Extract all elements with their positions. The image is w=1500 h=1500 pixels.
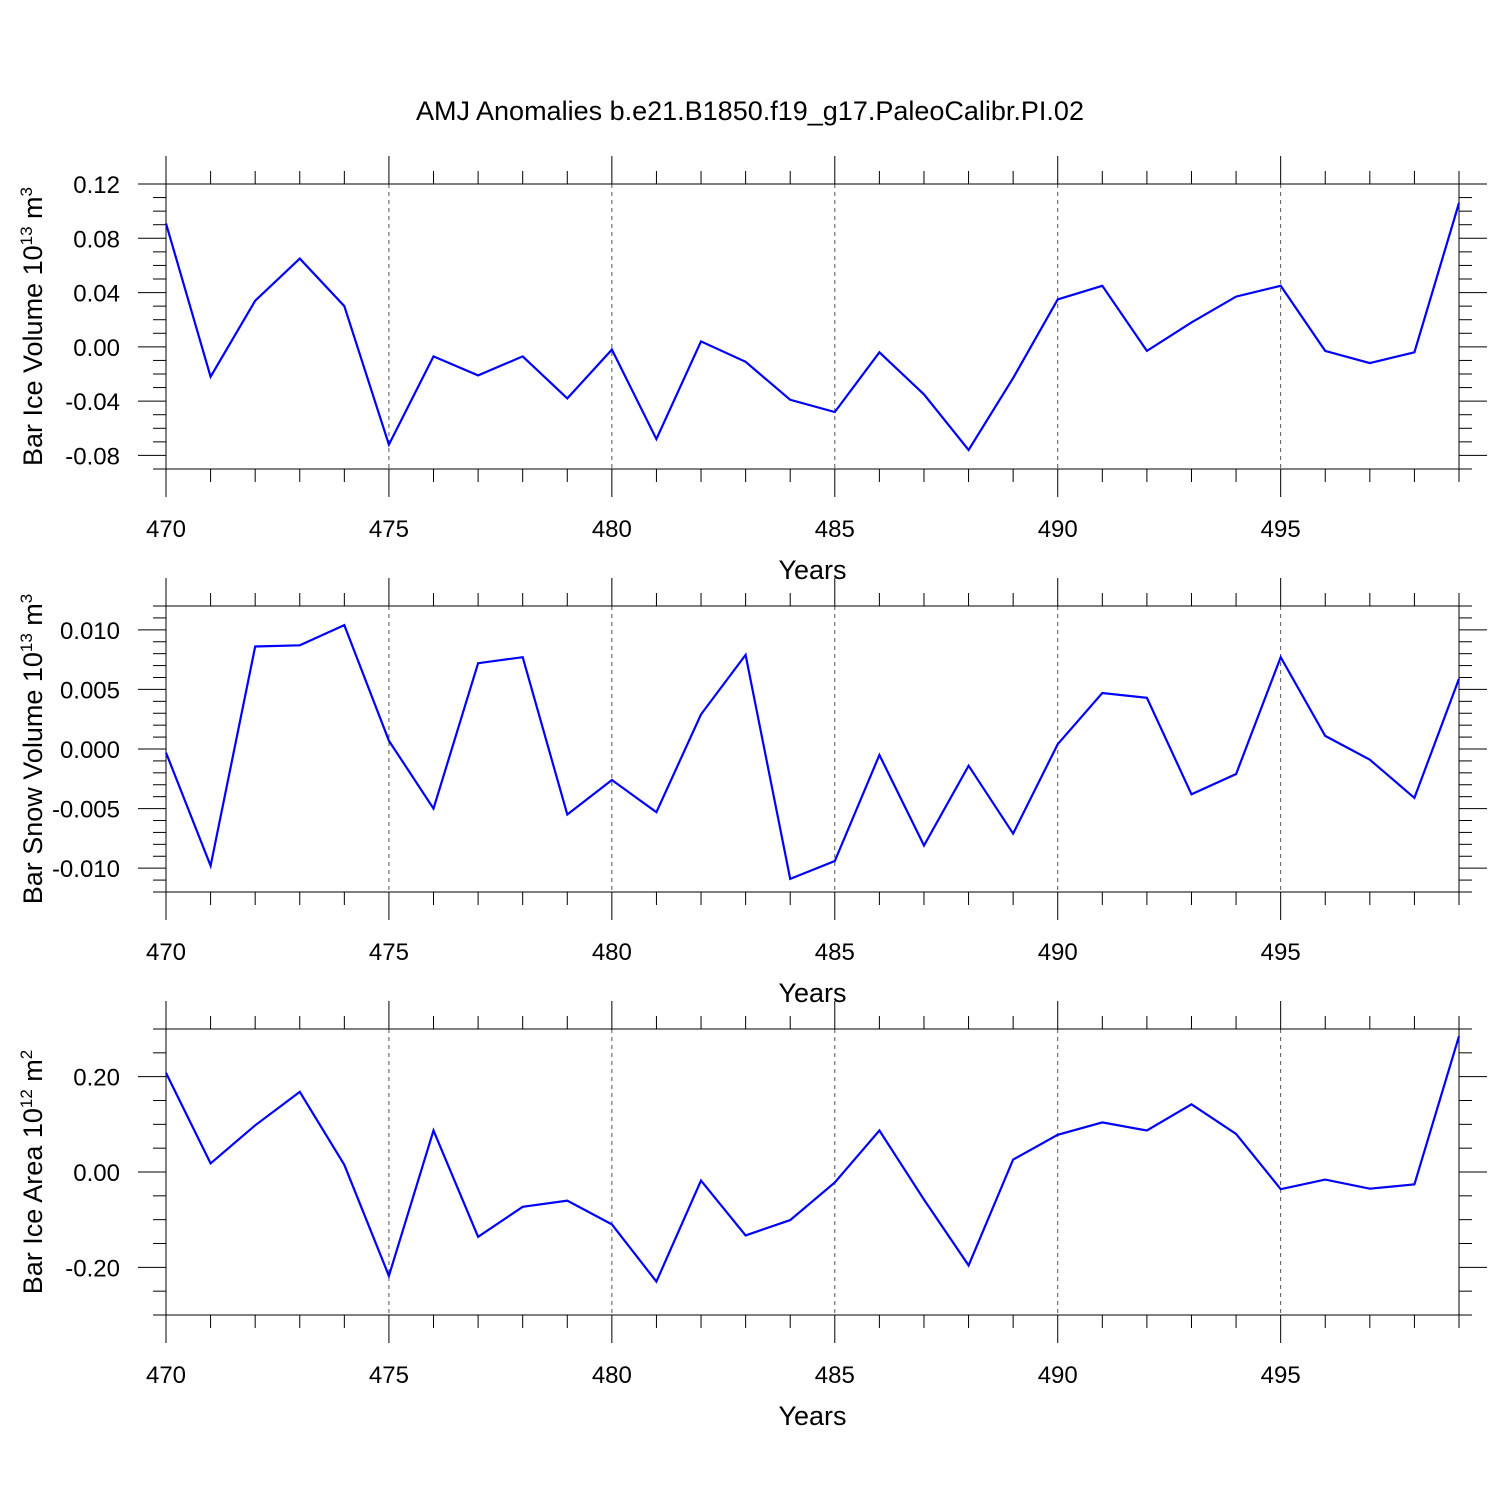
plot-frame: [165, 183, 1460, 470]
y-axis-label-superscript: 3: [17, 594, 36, 603]
series-line: [164, 202, 1461, 452]
series-line: [165, 1035, 1461, 1284]
x-tick-label: 470: [146, 1362, 186, 1389]
y-axis-label-superscript: 12: [17, 1089, 36, 1108]
x-tick-label: 480: [592, 1362, 632, 1389]
y-tick-label: -0.08: [65, 443, 120, 470]
x-tick-label: 495: [1261, 516, 1301, 543]
x-axis-label: Years: [778, 978, 846, 1008]
x-tick-label: 470: [146, 939, 186, 966]
x-tick-label: 475: [369, 516, 409, 543]
x-axis-label: Years: [778, 555, 846, 585]
y-axis-label-superscript: 13: [17, 633, 36, 652]
y-tick-label: 0.000: [60, 737, 120, 764]
x-tick-label: 470: [146, 516, 186, 543]
y-tick-label: 0.010: [60, 618, 120, 645]
y-axis-label-part: m: [18, 1059, 48, 1089]
y-tick-label: 0.005: [60, 677, 120, 704]
x-tick-label: 485: [815, 939, 855, 966]
y-tick-label: -0.010: [52, 856, 120, 883]
y-tick-label: -0.04: [65, 389, 120, 416]
x-tick-label: 495: [1261, 939, 1301, 966]
x-tick-label: 480: [592, 516, 632, 543]
y-axis-label-part: Bar Ice Area 10: [18, 1108, 48, 1294]
y-axis-label: Bar Ice Volume 1013 m3: [17, 187, 48, 466]
y-axis-label: Bar Ice Area 1012 m2: [17, 1050, 48, 1295]
y-axis-label-superscript: 2: [17, 1050, 36, 1059]
y-tick-label: 0.08: [73, 226, 120, 253]
y-axis-label: Bar Snow Volume 1013 m3: [17, 594, 48, 905]
x-tick-label: 495: [1261, 1362, 1301, 1389]
x-tick-label: 490: [1038, 939, 1078, 966]
plot-frame: [165, 605, 1460, 893]
y-tick-label: 0.00: [73, 1160, 120, 1187]
y-tick-label: 0.12: [73, 172, 120, 199]
chart-panel-1: 470 475 480 485 490 495 -0.08 -0.04 0.00 0.04 0.08…: [17, 156, 1487, 585]
y-axis-label-part: Bar Snow Volume 10: [18, 652, 48, 904]
figure-title: AMJ Anomalies b.e21.B1850.f19_g17.PaleoC…: [416, 96, 1084, 126]
x-tick-label: 475: [369, 1362, 409, 1389]
x-tick-label: 490: [1038, 1362, 1078, 1389]
y-axis-label-part: m: [18, 603, 48, 633]
x-axis-label: Years: [778, 1401, 846, 1431]
y-tick-label: 0.04: [73, 281, 120, 308]
chart-panel-3: 470 475 480 485 490 495 -0.20 0.00 0.20 Years Bar …: [17, 1001, 1487, 1431]
chart-panel-2: 470 475 480 485 490 495 -0.010 -0.005 0.000 0.005…: [17, 578, 1487, 1008]
x-tick-label: 490: [1038, 516, 1078, 543]
y-tick-label: 0.20: [73, 1065, 120, 1092]
x-tick-label: 485: [815, 516, 855, 543]
series-line: [164, 623, 1461, 881]
y-tick-label: 0.00: [73, 335, 120, 362]
y-tick-label: -0.005: [52, 797, 120, 824]
y-tick-label: -0.20: [65, 1255, 120, 1282]
panels: 470 475 480 485 490 495 -0.08 -0.04 0.00 0.04 0.08…: [17, 156, 1487, 1431]
x-tick-label: 485: [815, 1362, 855, 1389]
plot-frame: [165, 1028, 1460, 1316]
y-axis-label-superscript: 13: [17, 226, 36, 245]
x-tick-label: 480: [592, 939, 632, 966]
y-axis-label-part: Bar Ice Volume 10: [18, 245, 48, 466]
x-tick-label: 475: [369, 939, 409, 966]
y-axis-label-part: m: [18, 196, 48, 226]
y-axis-label-superscript: 3: [17, 187, 36, 196]
